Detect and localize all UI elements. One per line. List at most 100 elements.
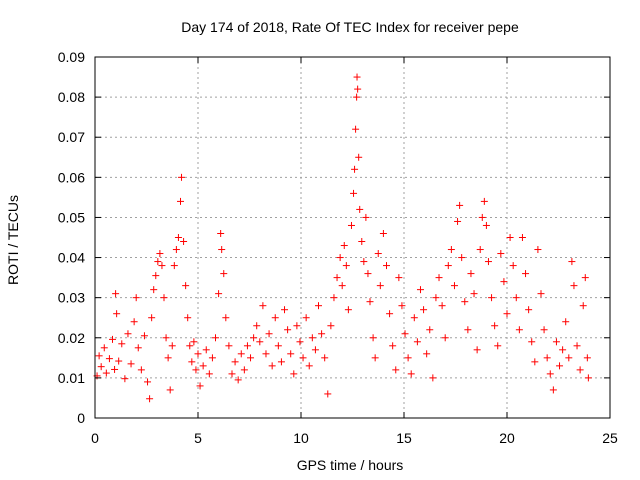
data-point (568, 258, 576, 266)
data-point (220, 270, 228, 278)
data-point (225, 342, 233, 350)
data-point (152, 272, 160, 280)
data-point (168, 342, 176, 350)
data-point (356, 205, 364, 213)
data-point (253, 322, 261, 330)
data-point (444, 262, 452, 270)
data-point (97, 363, 105, 371)
data-point (217, 229, 225, 237)
data-point (531, 358, 539, 366)
data-point (537, 290, 545, 298)
data-point (174, 234, 182, 241)
data-point (259, 302, 267, 310)
data-point (338, 282, 346, 290)
data-point (95, 352, 103, 360)
data-point (362, 213, 370, 221)
data-point (340, 242, 348, 250)
data-point (336, 254, 344, 262)
y-tick-label: 0 (77, 410, 85, 426)
data-point (247, 354, 255, 362)
x-tick-label: 10 (293, 430, 309, 446)
data-point (374, 250, 382, 258)
data-point (441, 334, 449, 342)
data-point (423, 350, 431, 358)
data-point (347, 221, 355, 229)
data-point (525, 306, 533, 314)
data-point (194, 350, 202, 358)
data-point (172, 246, 180, 254)
data-point (581, 274, 589, 282)
data-point (333, 274, 341, 282)
data-point (111, 365, 119, 373)
data-point (170, 262, 178, 270)
data-point (426, 326, 434, 334)
data-point (342, 262, 350, 270)
data-point (330, 294, 338, 302)
data-point (528, 338, 536, 346)
plot-frame (94, 56, 611, 419)
data-point (115, 357, 123, 365)
data-point (543, 354, 551, 362)
y-tick-label: 0.06 (58, 169, 85, 185)
data-point (392, 366, 400, 374)
data-point (562, 318, 570, 326)
y-tick-label: 0.05 (58, 209, 85, 225)
data-point (583, 354, 591, 362)
data-point (438, 302, 446, 310)
data-point (398, 302, 406, 310)
data-point (467, 270, 475, 278)
data-point (274, 342, 282, 350)
data-point (164, 354, 172, 362)
data-point (470, 290, 478, 298)
data-point (584, 374, 592, 382)
data-point (559, 346, 567, 354)
data-point (293, 322, 301, 330)
data-point (243, 342, 251, 350)
x-tick-label: 15 (396, 430, 412, 446)
data-point (509, 262, 517, 270)
y-tick-label: 0.02 (58, 330, 85, 346)
data-point (148, 314, 156, 322)
data-point (102, 369, 110, 377)
data-point (127, 360, 135, 368)
data-point (137, 366, 145, 374)
axis-ticks: 0 0.01 0.02 0.03 0.04 0.05 0.06 0.07 0.08 0.09 0 5 1… (58, 49, 618, 446)
data-point (371, 354, 379, 362)
data-point (196, 382, 204, 390)
data-point (410, 314, 418, 322)
data-point (435, 274, 443, 282)
data-point (344, 306, 352, 314)
data-point (454, 217, 462, 225)
data-point (184, 314, 192, 322)
data-point (546, 370, 554, 378)
data-point (284, 326, 292, 334)
data-point (156, 250, 164, 258)
data-point (311, 346, 319, 354)
data-point (579, 302, 587, 310)
data-point (190, 338, 198, 346)
data-point (308, 334, 316, 342)
data-point (464, 326, 472, 334)
y-tick-label: 0.09 (58, 49, 85, 65)
data-point (573, 342, 581, 350)
data-point (432, 294, 440, 302)
y-tick-label: 0.01 (58, 370, 85, 386)
data-point (512, 294, 520, 302)
data-point (404, 354, 412, 362)
data-point (205, 370, 213, 378)
data-point (166, 386, 174, 394)
data-point (379, 229, 387, 237)
data-point (154, 258, 162, 266)
data-point (482, 221, 490, 229)
data-point (158, 262, 166, 270)
x-tick-label: 5 (194, 430, 202, 446)
data-point (376, 282, 384, 290)
data-point (212, 334, 220, 342)
data-point (491, 322, 499, 330)
data-point (478, 213, 486, 221)
data-point (522, 270, 530, 278)
data-point (556, 362, 564, 370)
data-point (484, 258, 492, 266)
data-point (355, 153, 363, 161)
data-point (407, 370, 415, 378)
